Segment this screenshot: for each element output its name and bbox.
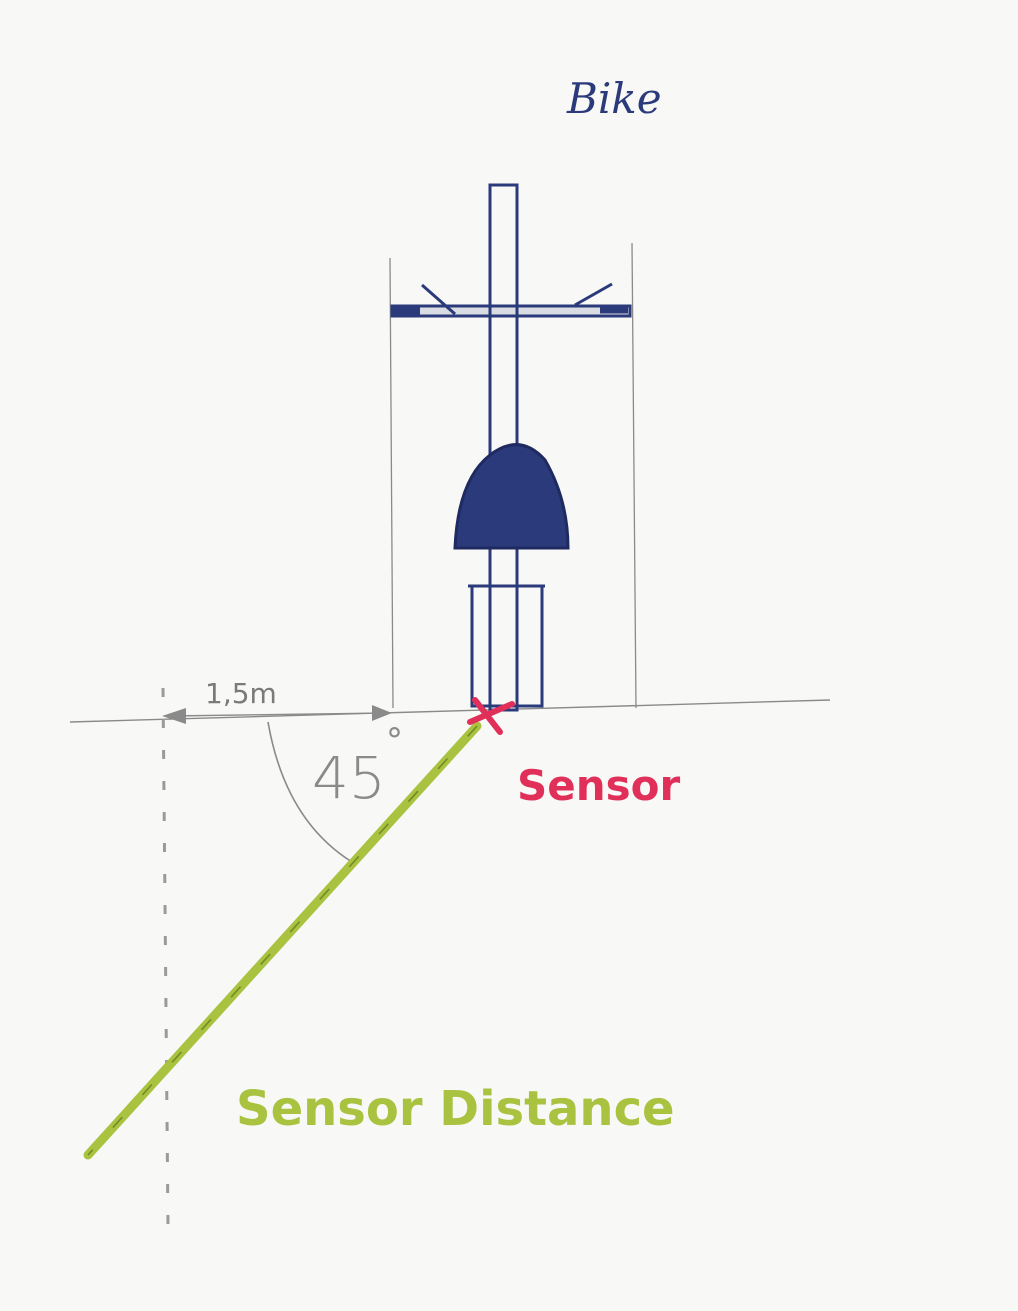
- arrowhead-right-icon: [372, 705, 392, 721]
- lane-right-line: [631, 242, 637, 709]
- offset-dimension-arrow: [162, 705, 392, 724]
- bike-left-brake-lever: [421, 283, 456, 316]
- angle-unit-label: °: [386, 721, 403, 761]
- offset-reference-dashed-line: [161, 687, 170, 1226]
- sensor-beam: [83, 721, 482, 1160]
- angle-value-label: 45: [312, 744, 386, 812]
- sensor-distance-label: Sensor Distance: [236, 1081, 675, 1137]
- arrowhead-left-icon: [162, 708, 186, 724]
- sensor-label: Sensor: [517, 761, 680, 810]
- bike-rear-bag: [470, 584, 544, 708]
- angle-arc: [267, 721, 353, 863]
- bike-right-brake-lever: [574, 282, 613, 307]
- lane-left-line: [389, 257, 394, 709]
- bike-top-view: [390, 183, 632, 712]
- sensor-marker-icon: [467, 697, 515, 735]
- ground-line: [69, 699, 831, 723]
- offset-distance-label: 1,5m: [205, 677, 277, 710]
- bike-rider: [453, 443, 570, 550]
- bike-label: Bike: [566, 74, 662, 123]
- bike-handlebar: [390, 304, 632, 318]
